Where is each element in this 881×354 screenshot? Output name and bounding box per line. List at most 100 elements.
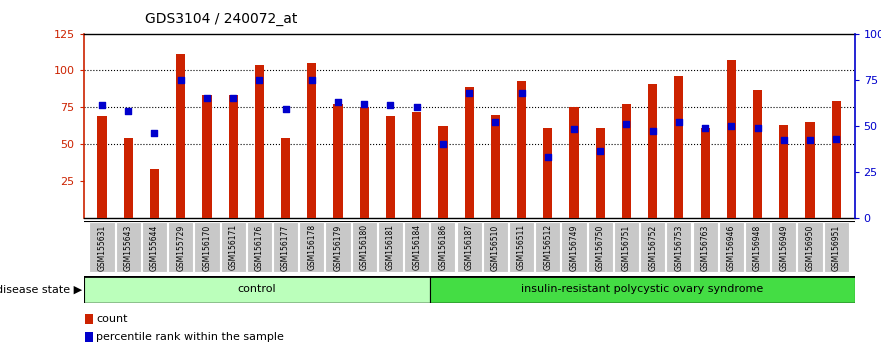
Point [672,119,686,125]
FancyBboxPatch shape [640,222,665,272]
FancyBboxPatch shape [456,222,482,272]
FancyBboxPatch shape [666,222,692,272]
Point [278,106,292,112]
Bar [203,96,211,218]
FancyBboxPatch shape [168,222,193,272]
FancyBboxPatch shape [561,222,587,272]
Bar [176,54,185,218]
FancyBboxPatch shape [378,222,403,272]
FancyBboxPatch shape [588,222,613,272]
FancyBboxPatch shape [430,276,855,303]
Text: GSM156177: GSM156177 [281,224,290,270]
Text: insulin-resistant polycystic ovary syndrome: insulin-resistant polycystic ovary syndr… [521,284,763,295]
Bar [805,122,815,218]
FancyBboxPatch shape [719,222,744,272]
Point [410,104,424,110]
Point [646,129,660,134]
Bar [622,104,631,218]
Bar [307,63,316,218]
FancyBboxPatch shape [797,222,823,272]
FancyBboxPatch shape [745,222,770,272]
Text: GSM156948: GSM156948 [753,224,762,270]
Text: GSM156949: GSM156949 [780,224,788,271]
FancyBboxPatch shape [509,222,534,272]
Text: GSM156187: GSM156187 [464,224,474,270]
Text: GSM156178: GSM156178 [307,224,316,270]
Point [829,136,843,141]
Bar [412,112,421,218]
Text: GSM156510: GSM156510 [491,224,500,270]
Bar [359,107,369,218]
Bar [674,76,684,218]
FancyBboxPatch shape [115,222,141,272]
Text: GSM156511: GSM156511 [517,224,526,270]
Point [462,90,476,95]
Bar [596,128,605,218]
Text: GSM156184: GSM156184 [412,224,421,270]
Point [95,103,109,108]
Text: GSM156950: GSM156950 [805,224,815,271]
Text: percentile rank within the sample: percentile rank within the sample [96,332,284,342]
Bar [228,96,238,218]
FancyBboxPatch shape [195,222,219,272]
FancyBboxPatch shape [273,222,298,272]
Point [751,125,765,130]
Point [357,101,371,107]
Text: GSM156512: GSM156512 [544,224,552,270]
Bar [85,332,93,342]
Text: GSM156179: GSM156179 [334,224,343,270]
FancyBboxPatch shape [325,222,351,272]
FancyBboxPatch shape [483,222,508,272]
FancyBboxPatch shape [247,222,272,272]
Text: control: control [238,284,276,295]
Text: GDS3104 / 240072_at: GDS3104 / 240072_at [145,12,298,26]
Bar [700,128,710,218]
Text: count: count [96,314,128,324]
FancyBboxPatch shape [692,222,718,272]
Bar [753,90,762,218]
FancyBboxPatch shape [84,276,430,303]
Bar [150,169,159,218]
Point [122,108,136,114]
Text: GSM156749: GSM156749 [569,224,579,271]
Point [567,126,581,132]
FancyBboxPatch shape [614,222,639,272]
Bar [727,60,736,218]
Text: GSM156176: GSM156176 [255,224,264,270]
FancyBboxPatch shape [300,222,324,272]
Text: GSM156951: GSM156951 [832,224,840,270]
Bar [779,125,788,218]
FancyBboxPatch shape [535,222,560,272]
Point [174,77,188,82]
FancyBboxPatch shape [430,222,455,272]
Point [698,125,712,130]
Point [226,95,241,101]
Point [724,123,738,129]
Text: GSM155631: GSM155631 [98,224,107,270]
Point [252,77,266,82]
FancyBboxPatch shape [90,222,115,272]
Bar [123,138,133,218]
Point [593,149,607,154]
Bar [464,87,474,218]
Point [147,130,161,136]
Text: GSM155643: GSM155643 [123,224,133,271]
Point [331,99,345,104]
Text: GSM156751: GSM156751 [622,224,631,270]
Bar [439,126,448,218]
Bar [98,116,107,218]
FancyBboxPatch shape [352,222,377,272]
Text: GSM156181: GSM156181 [386,224,395,270]
Text: GSM156753: GSM156753 [674,224,684,271]
Bar [832,101,840,218]
Bar [491,115,500,218]
Bar [333,104,343,218]
Point [777,138,791,143]
Text: GSM156186: GSM156186 [439,224,448,270]
FancyBboxPatch shape [142,222,167,272]
Bar [386,116,395,218]
FancyBboxPatch shape [220,222,246,272]
FancyBboxPatch shape [824,222,848,272]
Point [488,119,502,125]
Point [436,141,450,147]
